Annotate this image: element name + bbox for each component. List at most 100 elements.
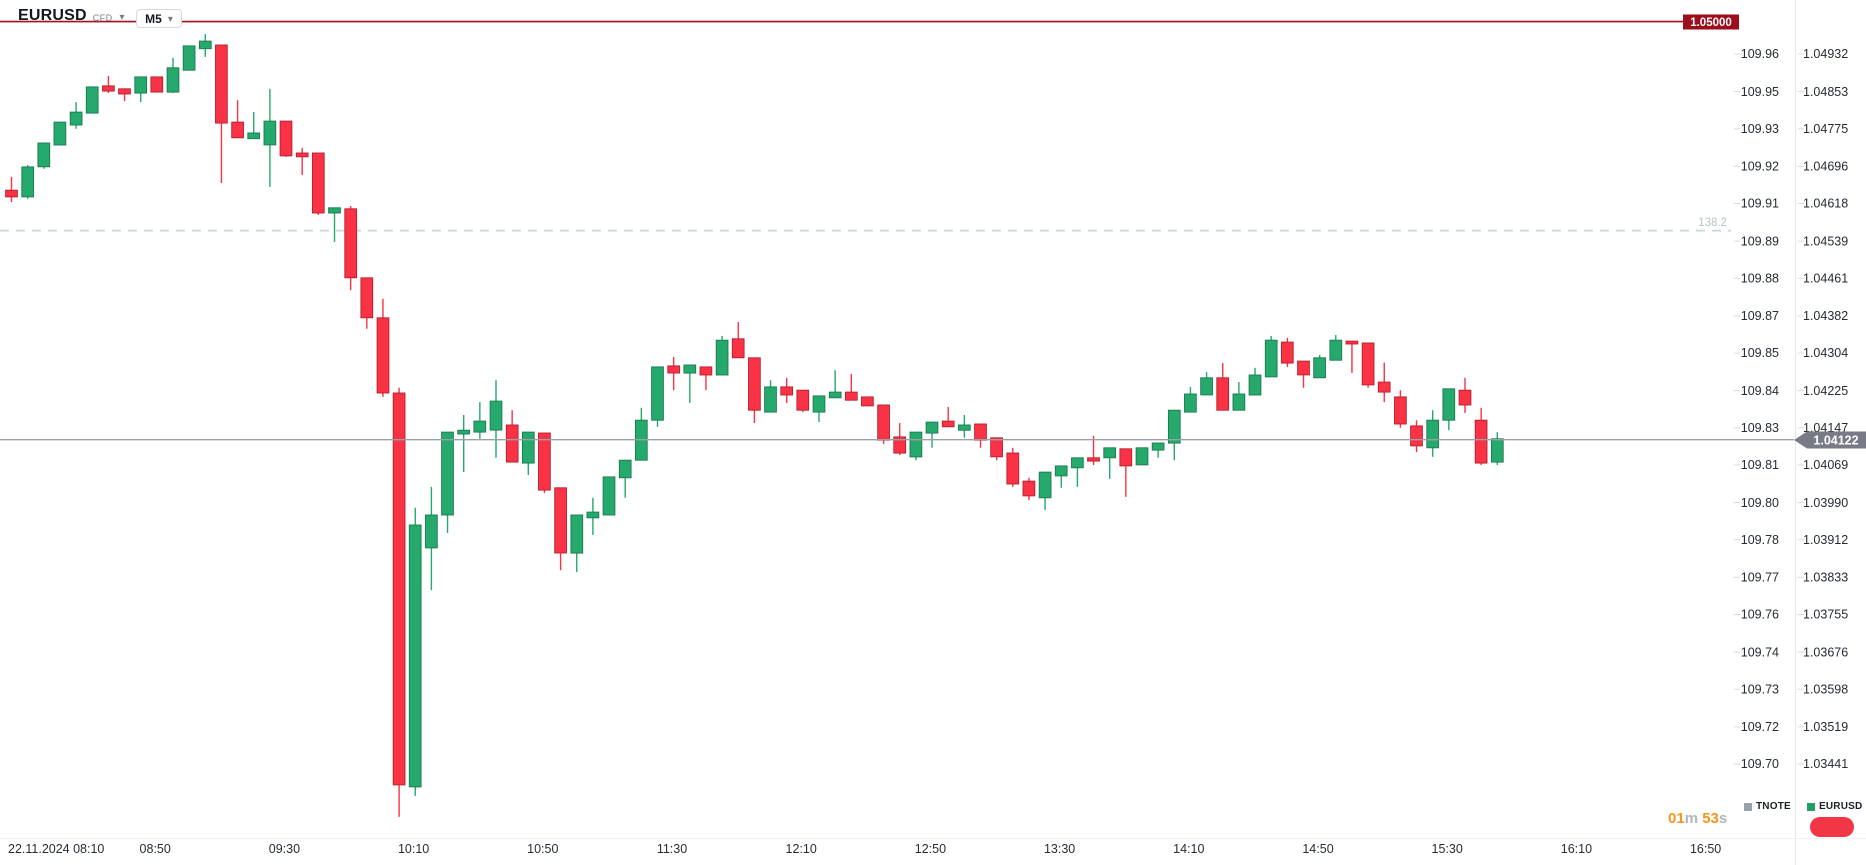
- candle: [53, 121, 67, 146]
- candle: [392, 387, 406, 817]
- candle: [699, 366, 713, 391]
- candle: [893, 423, 907, 455]
- candle: [37, 142, 51, 169]
- candle: [1200, 372, 1213, 396]
- eurusd-axis-value: 1.03676: [1803, 645, 1848, 659]
- eurusd-swatch-icon: [1807, 802, 1815, 811]
- eurusd-axis-value: 1.04539: [1803, 234, 1848, 248]
- countdown-seconds-unit: s: [1718, 810, 1728, 827]
- tnote-axis-value: 109.83: [1741, 421, 1779, 435]
- eurusd-axis-value: 1.04225: [1803, 384, 1848, 398]
- tnote-axis-value: 109.85: [1741, 346, 1779, 360]
- chevron-down-icon: ▾: [119, 11, 125, 23]
- legend-item-tnote[interactable]: TNOTE: [1744, 801, 1791, 812]
- candle: [521, 431, 535, 475]
- candle: [570, 514, 584, 573]
- legend-item-eurusd[interactable]: EURUSD: [1807, 801, 1862, 812]
- tnote-axis-value: 109.89: [1741, 234, 1779, 248]
- candle: [425, 486, 438, 591]
- candle: [764, 380, 777, 413]
- eurusd-axis-value: 1.04775: [1803, 122, 1848, 136]
- candle: [667, 356, 681, 391]
- candle: [974, 423, 987, 448]
- candle: [150, 76, 164, 93]
- countdown-seconds: 53: [1702, 810, 1719, 827]
- price-axis[interactable]: 109.96 1.04932 109.95 1.04853 109.93 1.04775 1…: [1734, 47, 1848, 771]
- candle: [602, 476, 616, 516]
- tnote-axis-value: 109.84: [1741, 384, 1779, 398]
- legend-label: EURUSD: [1819, 801, 1863, 812]
- candle: [1474, 407, 1488, 465]
- eurusd-axis-value: 1.03755: [1803, 608, 1848, 622]
- tnote-axis-value: 109.73: [1741, 682, 1779, 696]
- candle: [457, 415, 471, 473]
- candle: [1135, 447, 1149, 466]
- candle: [85, 86, 99, 114]
- candle: [1280, 337, 1294, 367]
- candle: [376, 298, 390, 397]
- timeframe-label: M5: [145, 11, 162, 26]
- candle: [263, 88, 277, 187]
- candle: [1264, 335, 1278, 378]
- time-axis-label: 13:30: [1044, 842, 1075, 856]
- tnote-axis-value: 109.95: [1741, 85, 1779, 99]
- candle: [1297, 360, 1310, 388]
- eurusd-axis-value: 1.04932: [1803, 47, 1848, 61]
- alert-price-label[interactable]: 1.05000: [1683, 14, 1739, 30]
- time-axis-label: 12:50: [915, 842, 946, 856]
- candle: [1087, 435, 1100, 465]
- symbol-selector[interactable]: EURUSD CFD ▾: [18, 6, 125, 26]
- candles-series: [5, 34, 1504, 817]
- candle: [925, 421, 939, 448]
- candle: [796, 389, 810, 413]
- candle: [198, 34, 212, 57]
- candle: [1022, 477, 1036, 501]
- candle: [134, 76, 148, 103]
- candle: [1232, 382, 1246, 411]
- candle: [957, 415, 971, 438]
- time-axis[interactable]: 22.11.2024 08:10 08:50 09:30 10:10 10:50 11:3…: [8, 842, 1721, 856]
- eurusd-axis-value: 1.04304: [1803, 346, 1848, 360]
- candle: [215, 44, 228, 183]
- tnote-axis-value: 109.78: [1741, 533, 1779, 547]
- timeframe-selector[interactable]: M5 ▾: [136, 9, 182, 28]
- candle: [780, 377, 794, 403]
- tnote-axis-value: 109.76: [1741, 608, 1779, 622]
- candle: [683, 364, 697, 403]
- eurusd-axis-value: 1.03912: [1803, 533, 1848, 547]
- tnote-axis-value: 109.74: [1741, 645, 1779, 659]
- candle: [909, 431, 923, 461]
- candle: [844, 374, 858, 401]
- candle: [877, 404, 890, 444]
- candle: [1361, 342, 1375, 388]
- tnote-axis-value: 109.72: [1741, 720, 1779, 734]
- time-axis-label: 09:30: [269, 842, 300, 856]
- candle: [1119, 448, 1133, 497]
- candle: [1248, 367, 1262, 396]
- candle: [1426, 410, 1440, 457]
- tnote-swatch-icon: [1744, 802, 1752, 811]
- svg-text:1.04122: 1.04122: [1813, 434, 1858, 448]
- candle: [5, 176, 18, 203]
- candle: [1167, 409, 1181, 461]
- candle: [554, 487, 567, 571]
- eurusd-price-pill[interactable]: [1810, 817, 1854, 837]
- candle: [408, 507, 422, 796]
- candle: [1054, 465, 1068, 488]
- svg-text:1.05000: 1.05000: [1690, 17, 1732, 29]
- eurusd-axis-value: 1.04069: [1803, 458, 1848, 472]
- candle: [1071, 457, 1084, 487]
- eurusd-axis-value: 1.04382: [1803, 309, 1848, 323]
- eurusd-axis-value: 1.04618: [1803, 197, 1848, 211]
- time-axis-label: 14:10: [1173, 842, 1204, 856]
- eurusd-axis-value: 1.04461: [1803, 272, 1848, 286]
- candle: [1151, 442, 1165, 458]
- candle: [328, 207, 341, 243]
- candle: [651, 366, 664, 427]
- candle: [1103, 447, 1117, 479]
- candle: [1490, 432, 1504, 465]
- time-axis-label: 14:50: [1302, 842, 1333, 856]
- candle: [1329, 335, 1343, 361]
